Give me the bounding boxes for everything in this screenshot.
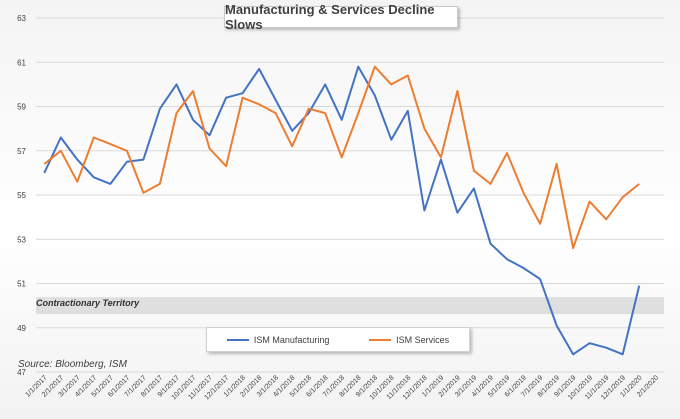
x-axis-ticks: 1/1/20172/1/20173/1/20174/1/20175/1/2017… bbox=[24, 374, 660, 401]
series-line-manufacturing bbox=[43, 65, 641, 356]
legend: ISM Manufacturing ISM Services bbox=[206, 327, 470, 352]
y-axis-ticks: 47 49 51 53 55 57 59 61 63 bbox=[17, 14, 26, 377]
legend-label-manufacturing: ISM Manufacturing bbox=[253, 334, 330, 345]
series-lines bbox=[43, 65, 641, 356]
y-tick-label: 47 bbox=[17, 368, 26, 377]
legend-swatch-manufacturing bbox=[226, 338, 249, 341]
legend-swatch-services bbox=[369, 338, 392, 341]
legend-item-services: ISM Services bbox=[369, 335, 449, 345]
y-tick-label: 63 bbox=[17, 14, 26, 23]
y-tick-label: 61 bbox=[17, 58, 26, 67]
legend-label-services: ISM Services bbox=[396, 334, 450, 345]
series-line-services bbox=[43, 65, 640, 250]
source-note: Source: Bloomberg, ISM bbox=[18, 359, 127, 370]
y-tick-label: 49 bbox=[17, 324, 26, 333]
y-tick-label: 59 bbox=[17, 103, 26, 112]
gridlines bbox=[36, 17, 664, 373]
y-tick-label: 57 bbox=[17, 147, 26, 156]
contractionary-label: Contractionary Territory bbox=[36, 298, 140, 308]
legend-item-manufacturing: ISM Manufacturing bbox=[226, 334, 330, 345]
chart-title-text: Manufacturing & Services Decline Slows bbox=[225, 2, 435, 32]
contractionary-band bbox=[36, 297, 664, 315]
y-tick-label: 55 bbox=[17, 191, 26, 200]
y-tick-label: 51 bbox=[17, 280, 26, 289]
chart-title: Manufacturing & Services Decline Slows bbox=[224, 2, 458, 32]
y-tick-label: 53 bbox=[17, 235, 26, 244]
